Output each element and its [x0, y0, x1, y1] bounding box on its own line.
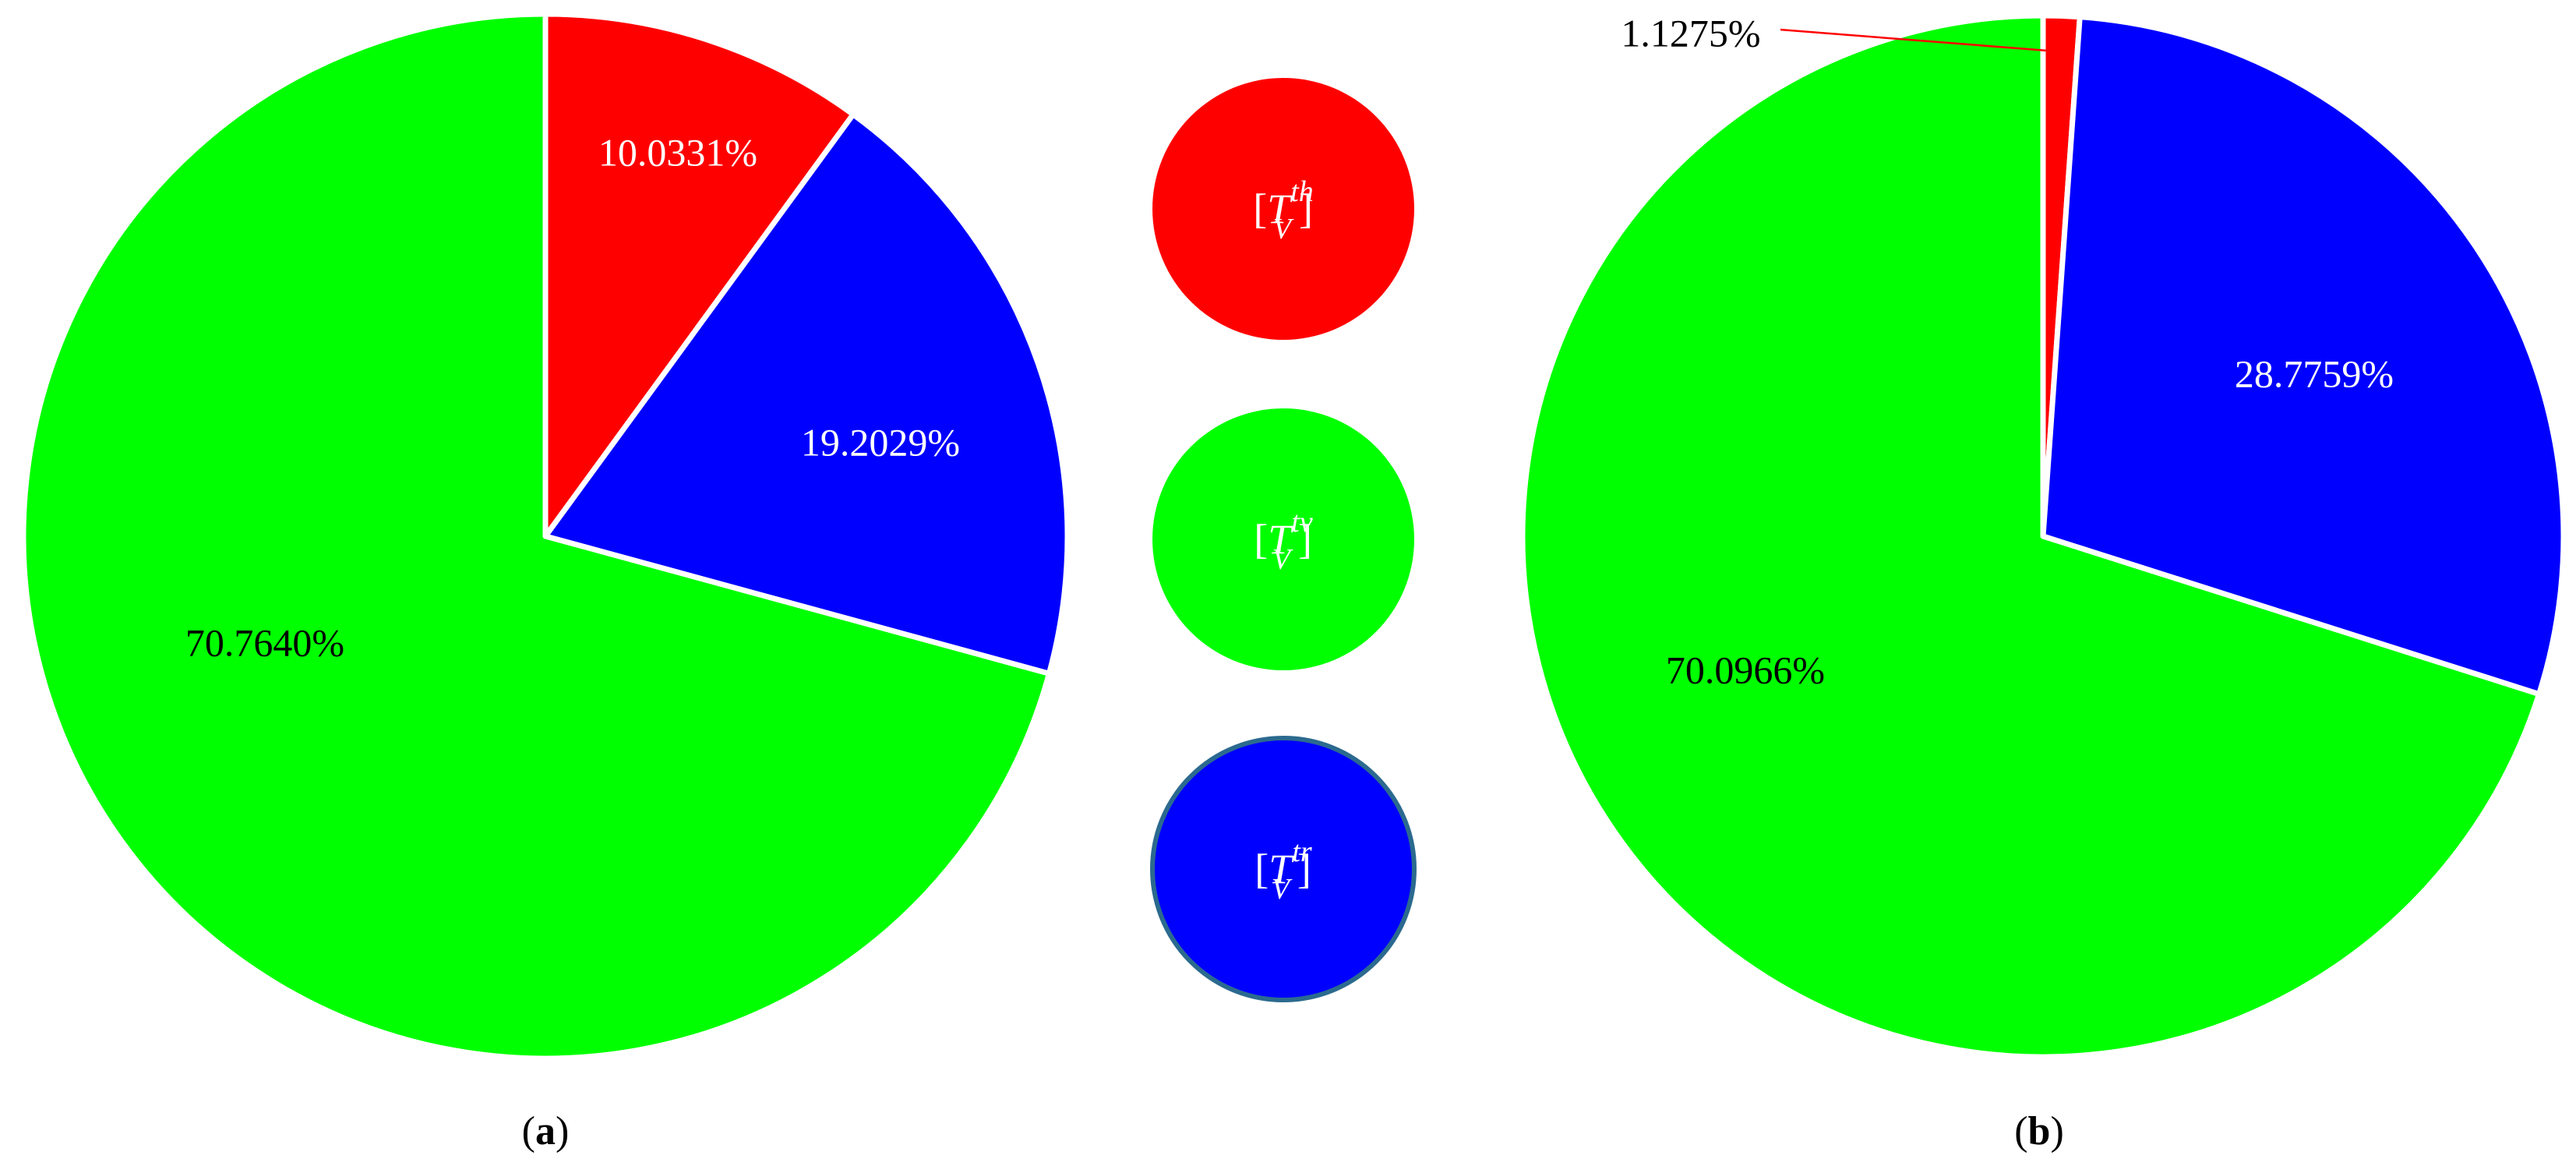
- pie-a-slice-tr: [542, 111, 1071, 677]
- legend-label-tv: [Ttv V]: [1254, 506, 1313, 576]
- pie-a-slice-th: [542, 11, 856, 539]
- label-leader-line: [1780, 28, 2048, 52]
- pie-a-slice-tv: [20, 11, 1052, 1062]
- panel-label-b: (b): [2014, 1109, 2064, 1154]
- legend-swatch-tv: [1152, 408, 1414, 670]
- pie-a-label-tr: 19.2029%: [801, 420, 960, 464]
- legend-swatch-th: [1152, 78, 1414, 340]
- pie-chart-a: 10.0331% 19.2029% 70.7640%: [20, 11, 1071, 1062]
- pie-b-slice-tv: [1519, 12, 2542, 1060]
- pie-b-slice-tr: [2040, 14, 2567, 698]
- legend-label-tr: [Ttr V]: [1254, 836, 1312, 906]
- pie-chart-b: 1.1275% 28.7759% 70.0966%: [1519, 11, 2567, 1060]
- legend-label-th: [Tth V]: [1253, 175, 1314, 246]
- legend-swatch-tr: [1150, 736, 1417, 1002]
- pie-a-label-tv: 70.7640%: [185, 620, 344, 664]
- legend: [Tth V] [Ttv V] [Ttr V]: [1150, 78, 1417, 1002]
- pie-b-label-th: 1.1275%: [1621, 11, 1760, 55]
- pie-b-label-tr: 28.7759%: [2235, 352, 2394, 395]
- pie-a-label-th: 10.0331%: [598, 130, 757, 174]
- pie-b-label-tv: 70.0966%: [1666, 648, 1825, 691]
- panel-label-a: (a): [522, 1109, 570, 1154]
